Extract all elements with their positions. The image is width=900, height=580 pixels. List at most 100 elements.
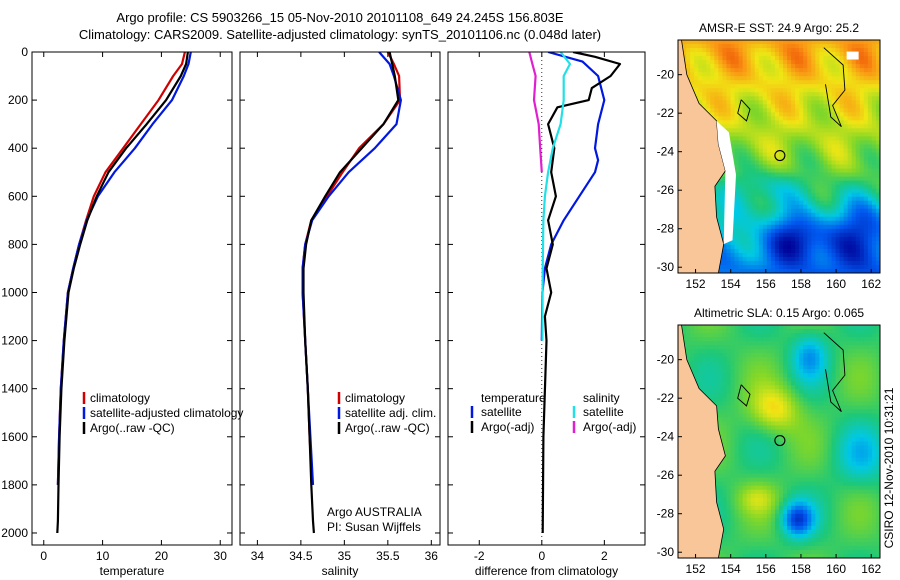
map-cell [714, 369, 719, 374]
map-cell [714, 68, 719, 73]
map-cell [770, 232, 776, 238]
map-cell [726, 465, 732, 471]
map-cell [795, 124, 800, 129]
map-cell [779, 164, 784, 170]
map-cell [787, 409, 792, 414]
map-cell [779, 268, 784, 273]
map-cell [758, 116, 764, 121]
map-cell [710, 381, 715, 386]
map-cell [867, 148, 873, 154]
map-cell [807, 365, 812, 370]
map-cell [795, 88, 800, 93]
map-cell [734, 509, 740, 515]
map-cell [758, 132, 764, 138]
map-cell [851, 144, 857, 150]
map-cell [779, 453, 784, 459]
map-cell [746, 232, 752, 238]
map-cell [803, 92, 808, 97]
map-cell [787, 256, 792, 262]
map-cell [787, 156, 792, 162]
map-cell [738, 441, 744, 447]
map-cell [791, 337, 796, 342]
map-cell [726, 449, 732, 455]
map-cell [734, 473, 740, 479]
map-cell [754, 108, 760, 113]
map-cell [730, 44, 736, 49]
map-cell [831, 252, 837, 258]
map-cell [750, 132, 756, 138]
map-cell [722, 120, 728, 125]
map-cell [754, 160, 760, 166]
map-cell [787, 232, 792, 238]
map-cell [738, 44, 744, 49]
map-cell [730, 449, 736, 455]
map-cell [738, 409, 744, 414]
map-cell [742, 152, 748, 158]
map-cell [742, 421, 748, 427]
map-cell [803, 124, 808, 129]
map-cell [783, 160, 788, 166]
map-cell [726, 92, 732, 97]
map-cell [875, 228, 880, 234]
map-cell [750, 176, 756, 182]
map-cell [791, 501, 796, 507]
map-cell [774, 268, 780, 273]
map-cell [803, 184, 808, 190]
map-cell [734, 413, 740, 418]
map-cell [835, 156, 841, 162]
map-cell [867, 220, 873, 226]
map-cell [867, 116, 873, 121]
map-cell [730, 469, 736, 475]
map-cell [807, 361, 812, 366]
map-cell [750, 449, 756, 455]
map-cell [799, 96, 804, 101]
map-cell [839, 40, 845, 45]
map-cell [871, 240, 877, 246]
map-cell [871, 124, 877, 129]
map-cell [811, 381, 816, 386]
map-cell [803, 545, 808, 551]
map-cell [787, 108, 792, 113]
map-cell [710, 52, 715, 57]
map-cell [718, 341, 724, 346]
map-cell [722, 509, 728, 515]
map-cell [762, 248, 768, 254]
map-cell [791, 521, 796, 527]
map-cell [787, 513, 792, 519]
map-cell [694, 357, 699, 362]
map-cell [863, 120, 869, 125]
map-cell [722, 325, 728, 330]
map-cell [791, 461, 796, 467]
map-cell [718, 345, 724, 350]
map-cell [774, 481, 780, 487]
map-cell [730, 481, 736, 487]
map-cell [851, 252, 857, 258]
map-cell [706, 48, 711, 53]
map-cell [787, 365, 792, 370]
map-cell [787, 252, 792, 258]
map-cell [823, 188, 829, 194]
map-cell [690, 369, 695, 374]
map-cell [746, 509, 752, 515]
map-cell [710, 353, 715, 358]
map-cell [843, 232, 849, 238]
map-cell [779, 120, 784, 125]
map-cell [815, 72, 820, 77]
map-cell [831, 176, 837, 182]
map-cell [702, 100, 707, 105]
map-cell [734, 252, 740, 258]
map-cell [799, 112, 804, 117]
map-cell [863, 92, 869, 97]
map-cell [835, 236, 841, 242]
map-cell [851, 160, 857, 166]
map-cell [714, 64, 719, 69]
map-cell [774, 385, 780, 390]
map-cell [795, 389, 800, 394]
map-cell [843, 160, 849, 166]
map-cell [774, 136, 780, 142]
map-cell [730, 260, 736, 266]
map-cell [799, 521, 804, 527]
map-cell [811, 433, 816, 439]
map-cell [803, 120, 808, 125]
map-cell [710, 68, 715, 73]
